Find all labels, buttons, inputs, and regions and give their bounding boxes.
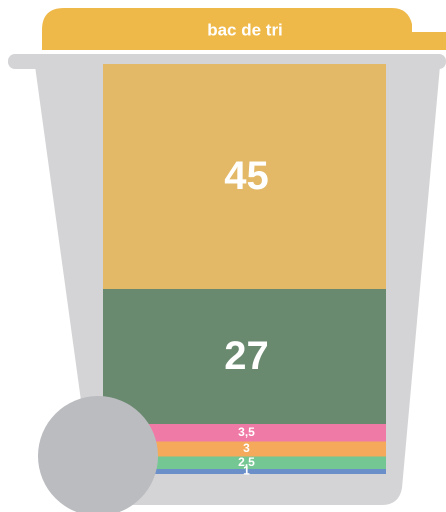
stack: [103, 64, 386, 474]
value-label: 2,5: [238, 455, 255, 469]
chart-title: bac de tri: [207, 20, 283, 39]
value-label: 45: [224, 154, 269, 198]
chart: 12,533,52745 bac de tri: [0, 0, 446, 512]
page: {"chart_data": {"type": "stacked_bar", "…: [0, 0, 446, 512]
bin-wheel: [38, 396, 158, 512]
value-label: 3,5: [238, 425, 255, 439]
value-label: 27: [224, 334, 269, 378]
value-label: 3: [243, 441, 250, 455]
